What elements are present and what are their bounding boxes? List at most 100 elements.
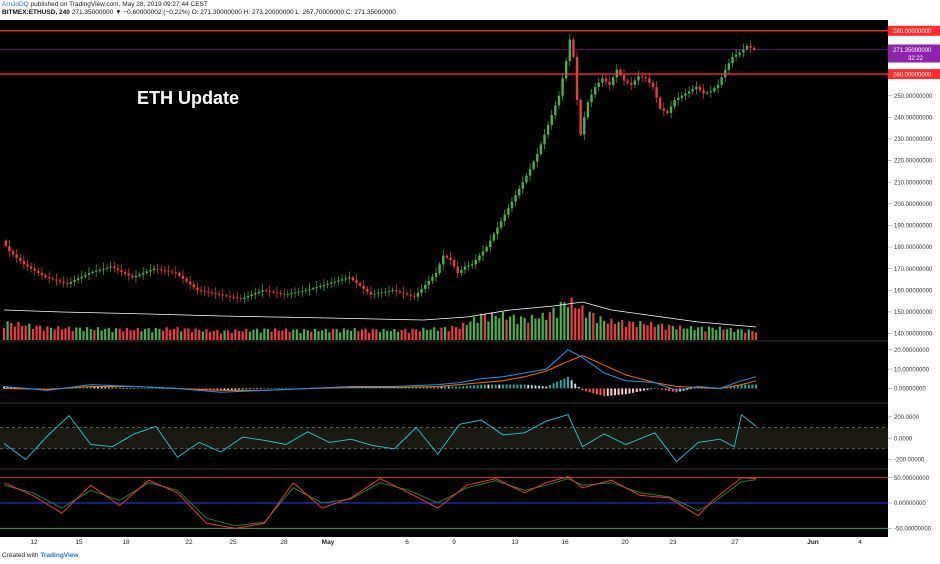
macd-histogram-bar: [82, 387, 85, 389]
candle-body: [456, 266, 459, 273]
candle-body: [485, 247, 488, 252]
time-axis-label: 27: [731, 539, 739, 546]
candle-body: [178, 272, 181, 276]
cci-tick-label: 200.0000: [894, 415, 920, 421]
macd-histogram-bar: [205, 388, 208, 390]
candle-body: [637, 76, 640, 81]
macd-histogram-bar: [574, 383, 577, 389]
volume-bar: [342, 328, 345, 340]
volume-bar: [13, 326, 16, 340]
macd-histogram-bar: [661, 388, 663, 390]
time-axis-label: 18: [122, 539, 130, 546]
volume-bar: [653, 326, 656, 340]
volume-bar: [335, 329, 338, 340]
quote-text: 271.35000000 ▼ −0.60000002 (−0.22%) O: 2…: [71, 9, 396, 16]
candle-body: [734, 54, 738, 57]
volume-bar: [552, 307, 555, 340]
candle-body: [131, 275, 134, 278]
volume-bar: [588, 311, 591, 340]
volume-bar: [158, 328, 161, 340]
candle-body: [26, 264, 29, 267]
candle-body: [275, 292, 279, 294]
volume-bar: [722, 329, 725, 340]
candle-body: [395, 290, 398, 292]
volume-bar: [603, 320, 606, 340]
macd-histogram-bar: [570, 380, 573, 389]
candle-body: [235, 297, 239, 299]
price-tick-label: 230.00000000: [894, 137, 933, 143]
candle-body: [264, 290, 268, 292]
chart-canvas[interactable]: 140.00000000150.00000000160.00000000170.…: [0, 20, 940, 548]
candle-body: [116, 268, 120, 271]
candle-body: [358, 283, 362, 286]
volume-bar: [328, 332, 331, 340]
volume-bar: [639, 321, 642, 340]
volume-bar: [480, 313, 483, 340]
volume-bar: [263, 328, 266, 340]
macd-histogram-bar: [530, 385, 533, 389]
candle-body: [47, 277, 51, 279]
tradingview-logo[interactable]: TradingView: [40, 552, 79, 559]
macd-histogram-bar: [668, 388, 671, 392]
volume-bar: [349, 330, 353, 340]
macd-histogram-bar: [733, 385, 736, 389]
macd-histogram-bar: [545, 386, 548, 389]
candle-body: [80, 276, 83, 279]
candle-body: [640, 76, 644, 78]
volume-bar: [689, 326, 693, 340]
volume-bar: [129, 330, 132, 340]
candle-body: [521, 182, 525, 189]
candle-body: [554, 105, 557, 116]
macd-histogram-bar: [433, 386, 436, 389]
candle-body: [492, 234, 496, 241]
macd-histogram-bar: [747, 384, 750, 389]
candle-body: [398, 291, 402, 293]
candle-body: [691, 89, 694, 92]
price-tick-label: 220.00000000: [894, 159, 933, 165]
volume-bar: [60, 329, 63, 340]
candle-body: [608, 81, 611, 85]
volume-bar: [133, 330, 136, 340]
volume-bar: [111, 332, 114, 340]
candle-body: [376, 293, 380, 294]
candle-body: [163, 270, 167, 271]
candle-body: [225, 295, 228, 297]
candle-body: [499, 221, 503, 228]
candle-body: [351, 277, 355, 281]
macd-histogram-bar: [234, 388, 237, 390]
volume-bar: [411, 328, 414, 340]
volume-bar: [400, 329, 403, 340]
author-link[interactable]: ArnJoDQ: [2, 1, 29, 8]
volume-bar: [490, 312, 494, 340]
time-axis-label: Jun: [807, 539, 819, 546]
volume-bar: [288, 331, 291, 340]
macd-histogram-bar: [263, 388, 266, 390]
candle-body: [123, 271, 127, 274]
candle-body: [326, 283, 329, 285]
candle-body: [329, 282, 333, 284]
volume-bar: [20, 325, 24, 340]
candle-body: [290, 293, 293, 294]
volume-bar: [364, 328, 367, 340]
volume-bar: [516, 324, 519, 340]
macd-histogram-bar: [411, 387, 414, 389]
macd-histogram-bar: [6, 386, 9, 389]
volume-bar: [693, 330, 696, 340]
volume-bar: [49, 327, 53, 340]
macd-histogram-bar: [509, 384, 512, 389]
volume-bar: [75, 327, 78, 340]
candle-body: [633, 80, 637, 85]
volume-bar: [595, 323, 599, 340]
candle-body: [261, 290, 264, 292]
volume-bar: [646, 325, 649, 340]
candle-body: [409, 294, 412, 296]
macd-histogram-bar: [444, 386, 447, 389]
candle-body: [282, 293, 286, 295]
volume-bar: [462, 322, 465, 340]
macd-histogram-bar: [426, 386, 428, 389]
candle-body: [546, 124, 550, 135]
candle-body: [514, 195, 517, 202]
macd-histogram-bar: [248, 388, 251, 390]
volume-bar: [183, 328, 186, 340]
candle-body: [348, 277, 351, 279]
